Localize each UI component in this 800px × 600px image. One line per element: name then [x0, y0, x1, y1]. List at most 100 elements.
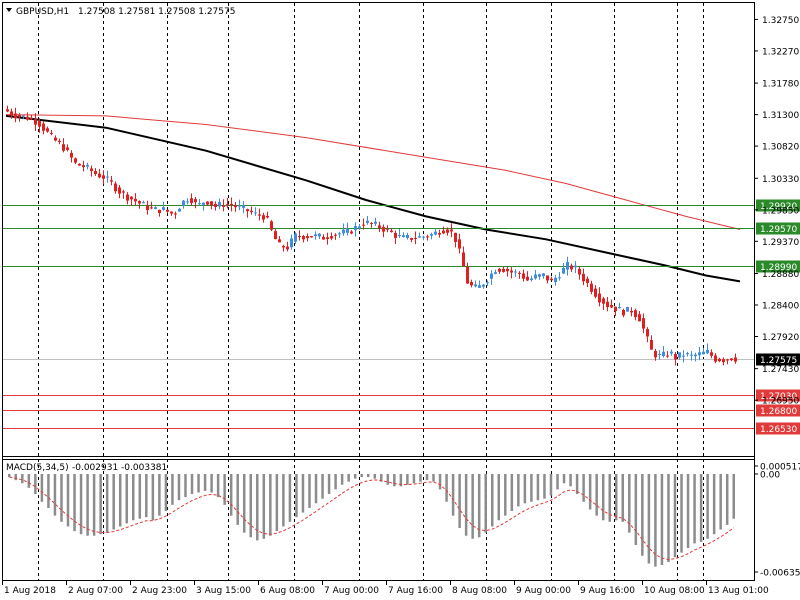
candle-bear	[606, 301, 609, 308]
candle-bear	[82, 165, 85, 168]
candle-bear	[446, 229, 449, 233]
candle-bull	[154, 207, 157, 209]
level-label-bg	[756, 222, 800, 235]
candle-bear	[458, 239, 461, 249]
candle-bull	[106, 176, 109, 178]
level-label: 1.28990	[760, 263, 797, 273]
candle-bull	[482, 284, 485, 287]
price-tick-label: 1.29850	[762, 206, 799, 216]
candle-bear	[370, 222, 373, 224]
candle-bull	[694, 354, 697, 357]
time-axis[interactable]: 1 Aug 2018 2 Aug 07:00 2 Aug 23:00 3 Aug 15…	[2, 580, 769, 596]
candle-bear	[234, 205, 237, 208]
candle-bear	[714, 355, 717, 362]
candle-bull	[542, 273, 545, 277]
candle-bear	[382, 227, 385, 232]
time-tick-label: 7 Aug 00:00	[324, 586, 379, 596]
candle-bear	[158, 209, 161, 214]
candle-bear	[138, 201, 141, 204]
candle-bull	[186, 201, 189, 203]
price-tick-label: 1.28400	[762, 302, 799, 312]
moving-averages	[5, 114, 741, 283]
candle-bear	[546, 275, 549, 281]
candle-bull	[530, 278, 533, 281]
macd-label: MACD(5,34,5)	[6, 463, 69, 473]
level-label-bg	[756, 404, 800, 417]
candle-bear	[206, 201, 209, 205]
candle-bear	[442, 230, 445, 234]
symbol-dropdown-icon[interactable]	[6, 8, 12, 12]
candle-bear	[34, 119, 37, 125]
candle-bear	[18, 115, 21, 117]
candle-bull	[474, 284, 477, 287]
candle-bear	[550, 278, 553, 281]
candle-bull	[662, 351, 665, 356]
candle-bull	[406, 234, 409, 239]
candle-bear	[462, 252, 465, 267]
candle-bear	[250, 210, 253, 213]
candle-bear	[78, 163, 81, 166]
candle-bear	[118, 187, 121, 194]
candle-bear	[26, 116, 29, 120]
candle-bear	[614, 306, 617, 312]
candle-bull	[354, 226, 357, 231]
time-tick-label: 2 Aug 07:00	[68, 586, 123, 596]
candle-bear	[50, 132, 53, 134]
candle-bear	[74, 158, 77, 163]
candle-bull	[430, 234, 433, 236]
macd-tick-label: 0.000517	[760, 463, 800, 473]
candle-bear	[378, 225, 381, 229]
candle-bear	[190, 198, 193, 204]
candle-bear	[322, 236, 325, 240]
candle-bear	[66, 147, 69, 150]
price-tick-label: 1.31300	[762, 111, 799, 121]
candle-bear	[646, 329, 649, 337]
candle-bull	[682, 355, 685, 357]
candle-bear	[506, 268, 509, 272]
candle-bull	[162, 207, 165, 210]
candle-bear	[126, 194, 129, 201]
macd-tick-label: -0.006352	[760, 569, 800, 579]
price-axis[interactable]: 1.32750 1.32270 1.31780 1.31300 1.30820 1.303…	[754, 16, 800, 579]
candle-bull	[346, 227, 349, 233]
time-tick-label: 9 Aug 00:00	[516, 586, 571, 596]
time-tick-label: 9 Aug 16:00	[580, 586, 635, 596]
candle-bear	[710, 352, 713, 356]
horizontal-levels[interactable]: 1.29920 1.29570 1.28990 1.27030 1.26800 1.265…	[3, 199, 800, 436]
last-price-marker	[756, 353, 800, 366]
time-tick-label: 1 Aug 2018	[4, 586, 56, 596]
time-tick-label: 6 Aug 08:00	[260, 586, 315, 596]
price-tick-label: 1.30820	[762, 143, 799, 153]
candle-bear	[14, 113, 17, 119]
candle-bull	[342, 229, 345, 234]
candle-bear	[674, 354, 677, 360]
candle-bull	[670, 351, 673, 354]
price-tick-label: 1.30330	[762, 175, 799, 185]
candle-bull	[366, 220, 369, 223]
candle-bear	[150, 207, 153, 209]
candle-bear	[498, 268, 501, 272]
candle-bull	[490, 273, 493, 279]
macd-values: -0.002931 -0.003381	[72, 463, 167, 473]
candle-bear	[362, 224, 365, 226]
candle-bear	[58, 140, 61, 143]
price-tick-label: 1.32270	[762, 47, 799, 57]
candle-bull	[374, 221, 377, 224]
candle-bear	[278, 239, 281, 243]
candle-bear	[270, 221, 273, 230]
candles	[6, 105, 737, 366]
candle-bear	[102, 175, 105, 179]
candle-bull	[242, 205, 245, 208]
candle-bull	[690, 354, 693, 356]
candle-bear	[502, 268, 505, 272]
candle-bear	[114, 183, 117, 192]
candle-bear	[130, 196, 133, 200]
candle-bear	[570, 265, 573, 270]
candle-bull	[238, 205, 241, 207]
candle-bear	[174, 213, 177, 215]
candle-bull	[678, 352, 681, 358]
candle-bear	[266, 215, 269, 218]
candle-bull	[558, 277, 561, 279]
candle-bull	[254, 212, 257, 214]
